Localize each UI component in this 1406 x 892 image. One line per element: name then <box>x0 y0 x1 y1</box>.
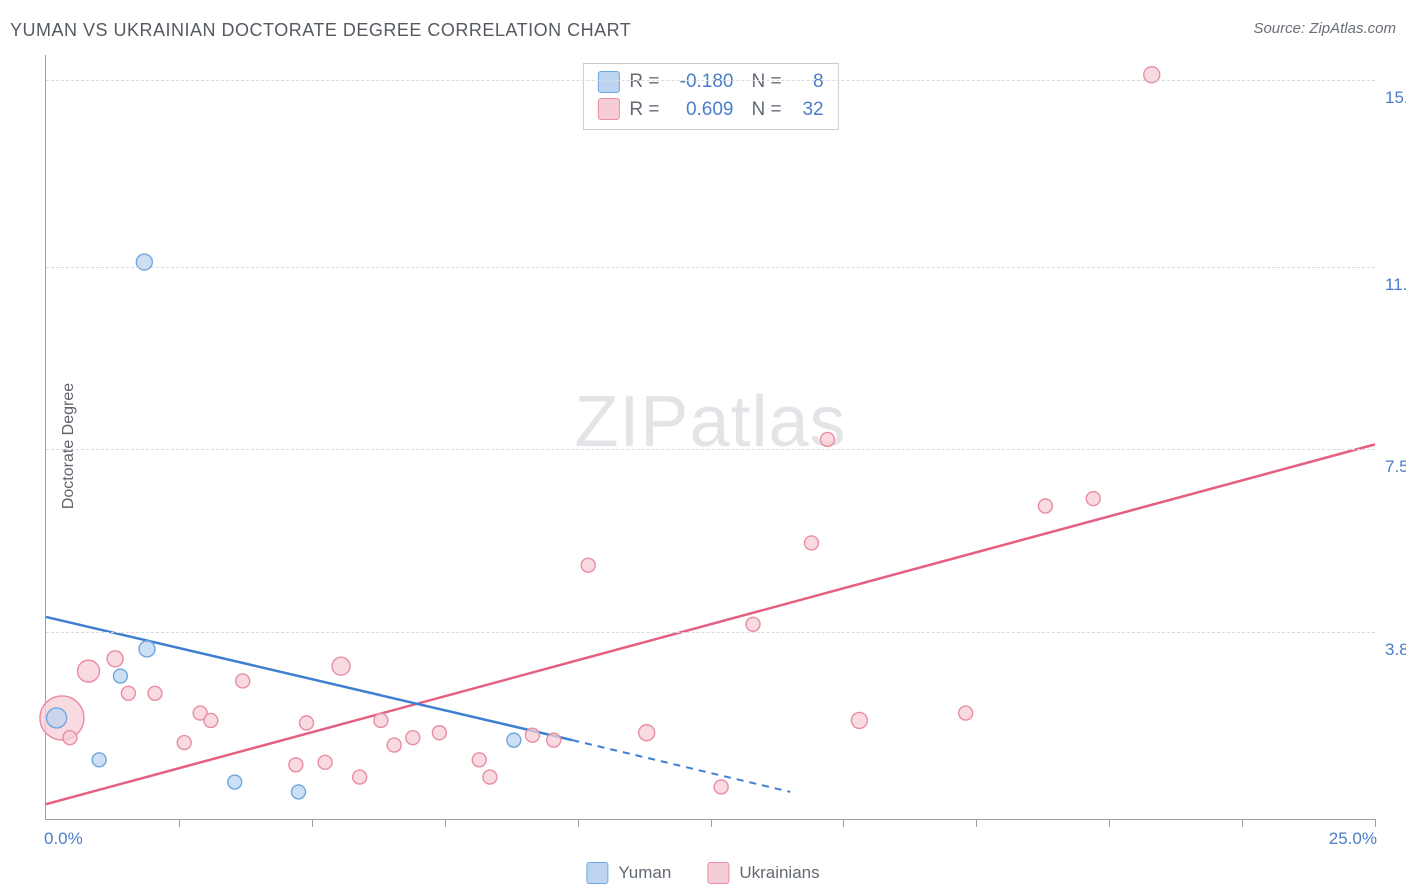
x-tick <box>1242 819 1243 827</box>
legend-r-label: R = <box>629 96 659 124</box>
x-max-label: 25.0% <box>1329 829 1377 849</box>
legend-r-value: -0.180 <box>668 68 734 96</box>
bottom-legend-label: Ukrainians <box>739 863 819 883</box>
legend-n-label: N = <box>752 68 782 96</box>
bottom-legend: Yuman Ukrainians <box>586 862 819 884</box>
x-tick <box>179 819 180 827</box>
gridline <box>46 632 1375 633</box>
x-tick <box>312 819 313 827</box>
legend-stats-box: R = -0.180 N = 8 R = 0.609 N = 32 <box>582 63 838 130</box>
legend-swatch <box>597 71 619 93</box>
gridline <box>46 449 1375 450</box>
legend-n-value: 8 <box>790 68 824 96</box>
legend-swatch <box>707 862 729 884</box>
legend-r-label: R = <box>629 68 659 96</box>
x-tick <box>445 819 446 827</box>
y-tick-label: 15.0% <box>1377 88 1406 108</box>
legend-n-value: 32 <box>790 96 824 124</box>
x-tick <box>578 819 579 827</box>
plot-area: ZIPatlas R =-0.180N =8R =0.609N =32 3.8%… <box>45 55 1375 820</box>
gridline <box>46 80 1375 81</box>
legend-n-label: N = <box>752 96 782 124</box>
legend-swatch <box>586 862 608 884</box>
y-tick-label: 3.8% <box>1377 640 1406 660</box>
x-tick <box>976 819 977 827</box>
gridline <box>46 267 1375 268</box>
bottom-legend-item: Yuman <box>586 862 671 884</box>
chart-svg <box>46 55 1375 819</box>
chart-source: Source: ZipAtlas.com <box>1253 20 1396 37</box>
bottom-legend-label: Yuman <box>618 863 671 883</box>
x-tick <box>1109 819 1110 827</box>
x-min-label: 0.0% <box>44 829 83 849</box>
legend-r-value: 0.609 <box>668 96 734 124</box>
chart-title: YUMAN VS UKRAINIAN DOCTORATE DEGREE CORR… <box>10 20 631 40</box>
legend-stat-row: R = -0.180 N = 8 <box>597 68 823 96</box>
y-tick-label: 7.5% <box>1377 457 1406 477</box>
legend-stat-row: R = 0.609 N = 32 <box>597 96 823 124</box>
x-tick <box>843 819 844 827</box>
watermark: ZIPatlas <box>574 381 846 463</box>
x-tick <box>711 819 712 827</box>
y-tick-label: 11.2% <box>1377 275 1406 295</box>
bottom-legend-item: Ukrainians <box>707 862 819 884</box>
legend-swatch <box>597 98 619 120</box>
x-tick <box>1375 819 1376 827</box>
chart-header: YUMAN VS UKRAINIAN DOCTORATE DEGREE CORR… <box>10 20 1396 50</box>
